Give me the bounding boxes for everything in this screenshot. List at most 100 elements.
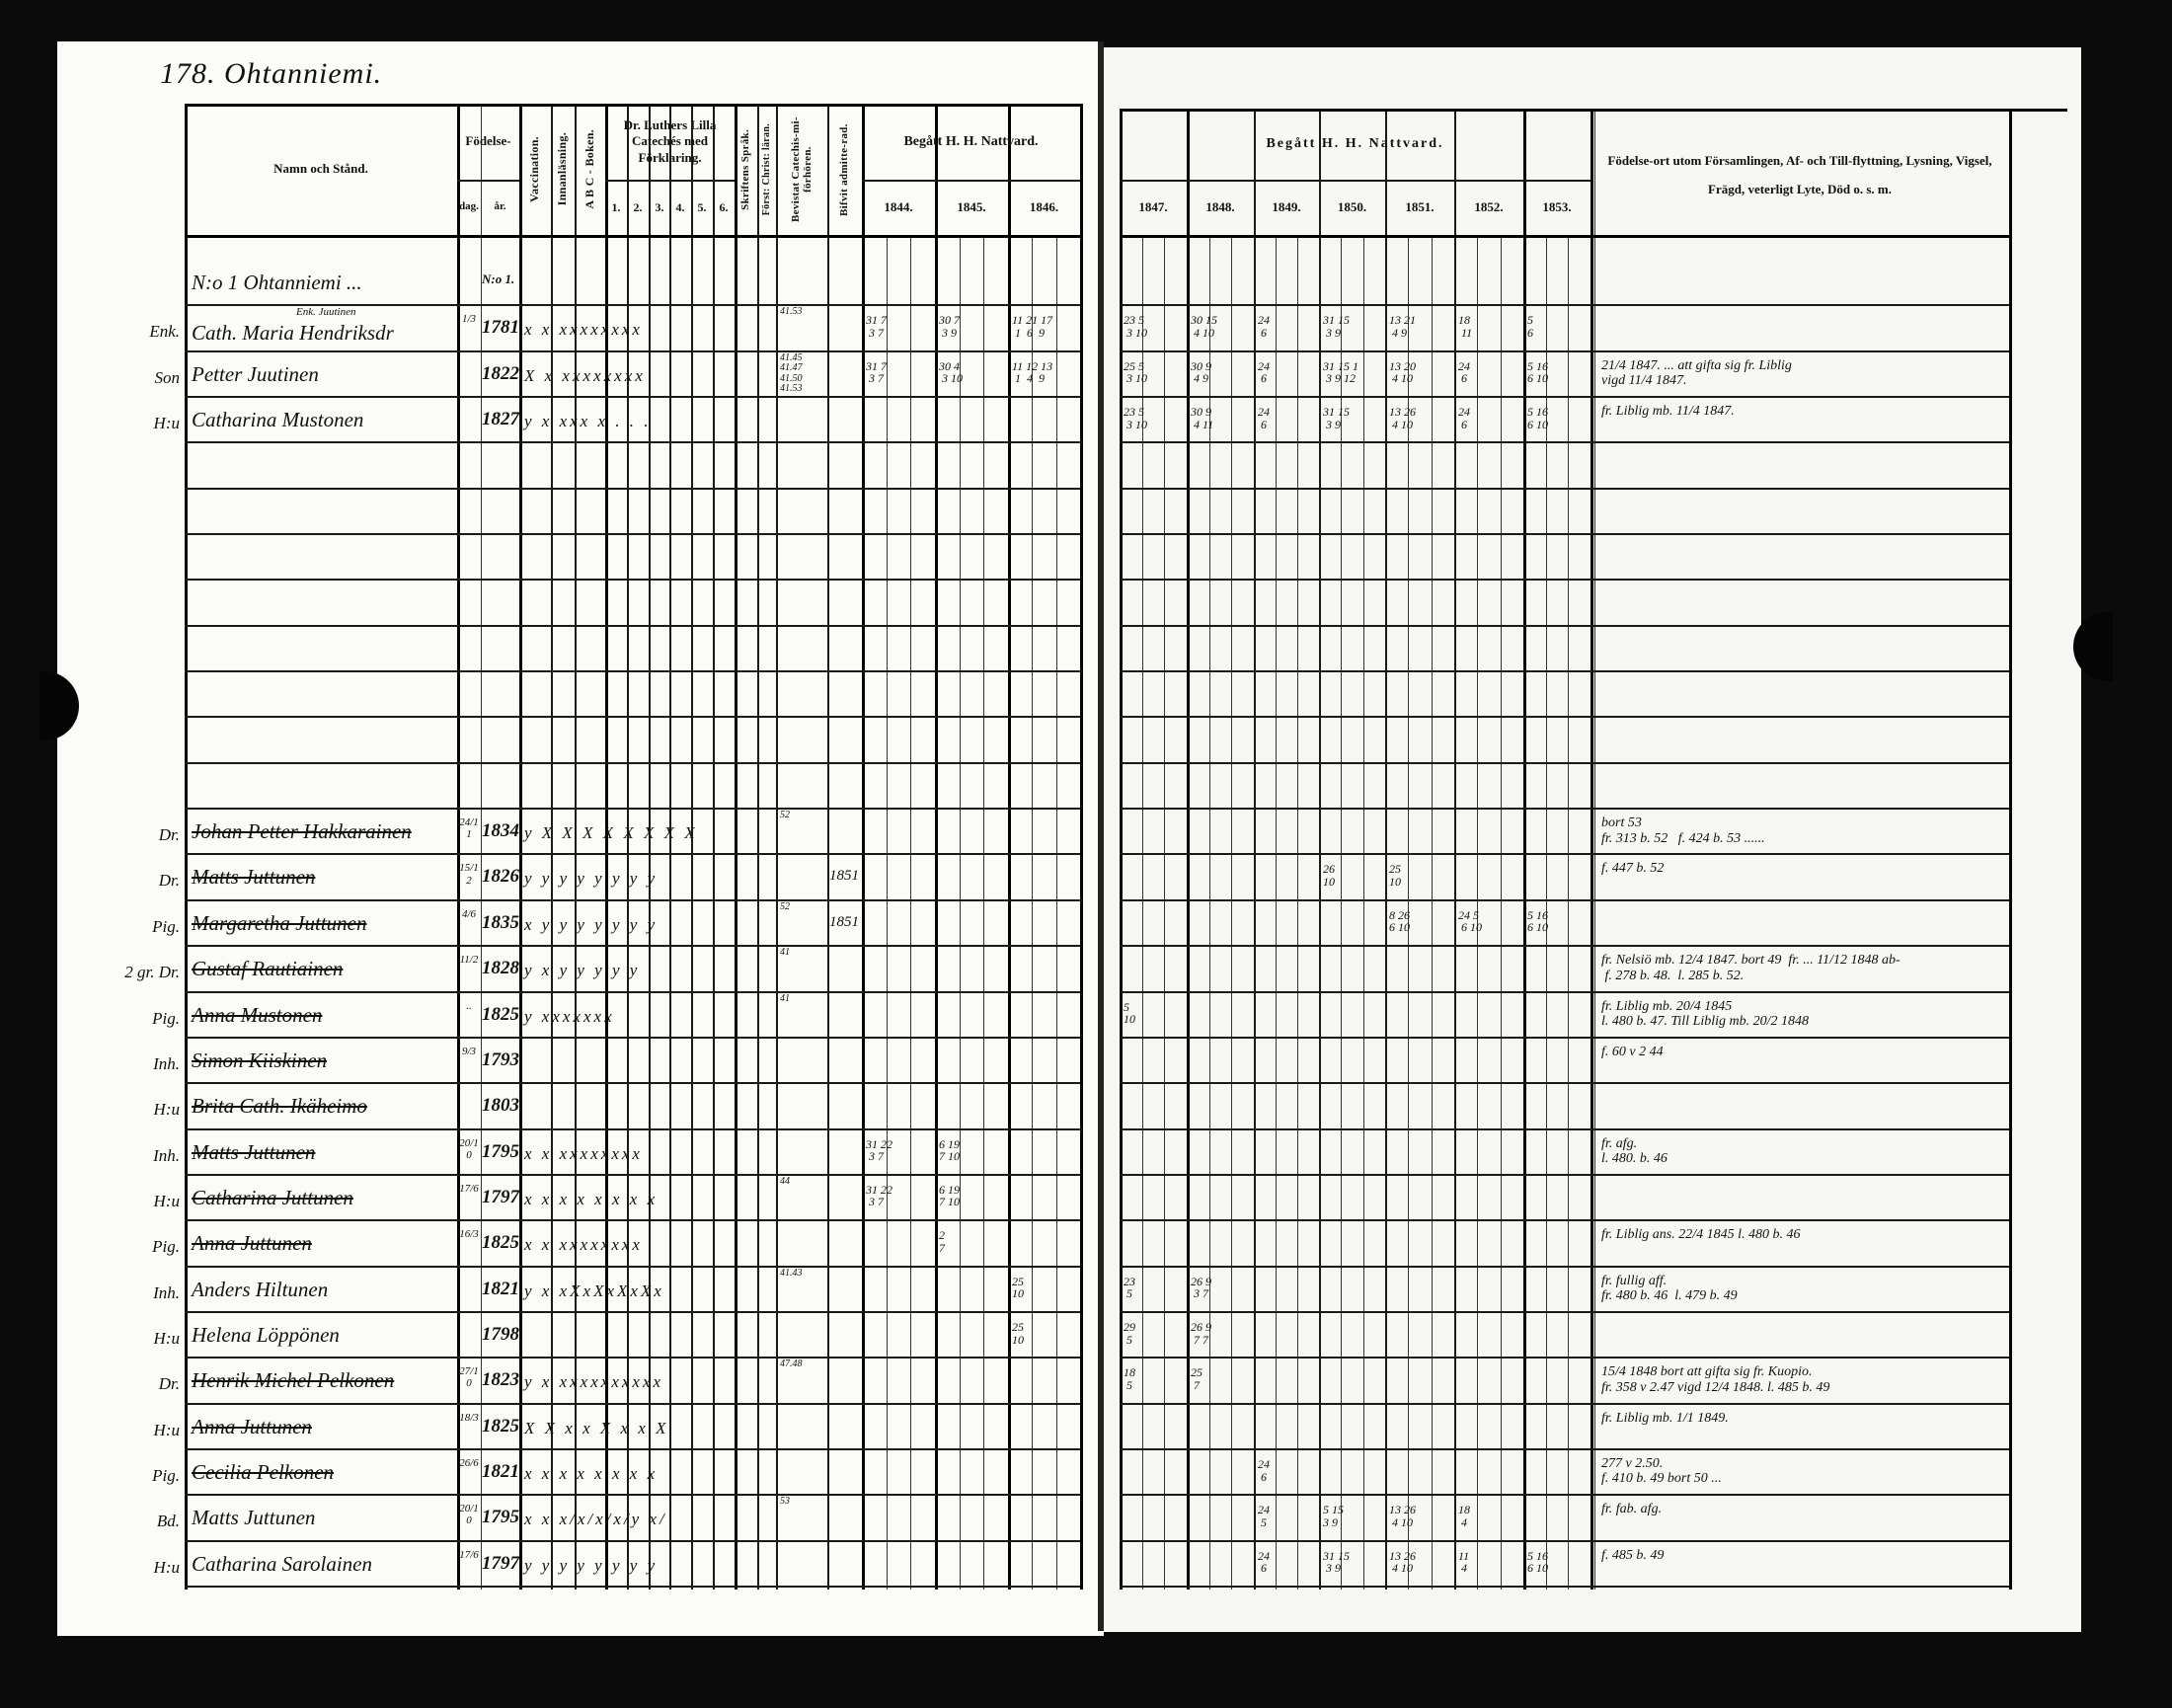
row-rule (185, 625, 1080, 627)
communion-date-1849: 24 6 (1258, 405, 1270, 431)
row-rule (185, 1586, 1080, 1588)
row-rule-right (1120, 1082, 2009, 1084)
year-subcolumn-rule (1276, 235, 1277, 1590)
year-subcolumn-rule (1297, 235, 1298, 1590)
communion-date-1851: 13 21 4 9 (1389, 313, 1416, 340)
birth-day: 17/6 (459, 1548, 479, 1561)
column-rule (713, 104, 715, 1590)
remarks-note: f. 447 b. 52 (1601, 861, 1665, 877)
person-name: Cath. Maria Hendriksdr (192, 321, 394, 346)
reading-marks: x y y y y y y y (524, 914, 659, 934)
person-name: Anna Juttunen (192, 1414, 312, 1438)
header-birth-day: dag. (459, 200, 479, 213)
year-subcolumn-rule (1501, 235, 1502, 1590)
column-rule (519, 104, 522, 1590)
row-rule (185, 899, 1080, 901)
year-subcolumn-rule (1056, 235, 1057, 1590)
person-name: Matts Juttunen (192, 1139, 316, 1164)
header-catechism-hearing: Bevistat Catechis-mi-förhören. (776, 104, 827, 235)
communion-date-1849: 24 6 (1258, 313, 1270, 340)
communion-date-1851: 13 20 4 10 (1389, 358, 1416, 386)
birth-day: 20/10 (459, 1136, 479, 1161)
communion-date-1853: 5 16 6 10 (1527, 405, 1548, 431)
communion-date-1850: 5 15 3 9 (1323, 1503, 1344, 1529)
person-name: Helena Löppönen (192, 1322, 340, 1347)
row-title-prefix: Inh. (153, 1145, 180, 1165)
row-rule (185, 579, 1080, 581)
header-admitted-label: Bifvit admitte-rad. (838, 122, 851, 216)
column-rule (935, 104, 938, 1590)
remarks-note: 15/4 1848 bort att gifta sig fr. Kuopio.… (1601, 1364, 1830, 1395)
row-rule (185, 396, 1080, 398)
column-rule (1385, 109, 1387, 1590)
remarks-note: bort 53 fr. 313 b. 52 f. 424 b. 53 .....… (1601, 815, 1765, 846)
reading-marks: x x x x x x x x (524, 1189, 659, 1208)
communion-date-1848: 30 9 4 9 (1191, 358, 1211, 386)
birth-year: 1826 (482, 866, 519, 888)
row-title-prefix: Dr. (158, 1374, 180, 1394)
row-rule-right (1120, 1448, 2009, 1450)
communion-date-1847: 23 5 3 10 (1124, 313, 1147, 340)
birth-day: 17/6 (459, 1182, 479, 1195)
remarks-note: fr. afg. l. 480. b. 46 (1601, 1135, 1668, 1166)
person-name: Matts Juttunen (192, 865, 316, 890)
header-birth-year: år. (494, 200, 506, 213)
column-rule (1523, 109, 1526, 1590)
header-catechism-part: 4. (675, 199, 685, 214)
reading-marks: y xxxxxxx (524, 1006, 615, 1026)
row-rule (185, 533, 1080, 535)
birth-year: 1821 (482, 1278, 519, 1299)
column-rule (605, 104, 608, 1590)
communion-date-1852: 18 4 (1458, 1503, 1470, 1529)
column-rule (551, 104, 553, 1590)
birth-year: 1822 (482, 362, 519, 384)
row-rule (185, 1082, 1080, 1084)
column-rule (1319, 109, 1321, 1590)
row-rule (185, 716, 1080, 718)
row-rule-right (1120, 1037, 2009, 1039)
remarks-note: fr. fab. afg. (1601, 1502, 1663, 1517)
column-rule (1187, 109, 1190, 1590)
header-christianity: Först: Christ: läran. (757, 104, 776, 235)
header-year: 1853. (1542, 198, 1572, 214)
person-name: Catharina Juttunen (192, 1185, 353, 1209)
header-catechism-part: 6. (719, 199, 729, 214)
communion-date-1853: 5 6 (1527, 313, 1533, 340)
row-title-prefix: H:u (153, 1557, 180, 1577)
birth-day: 1/3 (461, 313, 477, 326)
year-subcolumn-rule (1363, 235, 1364, 1590)
row-subnote: Enk. Juutinen (296, 306, 356, 319)
communion-date-1852: 18 11 (1458, 313, 1473, 340)
catechism-hearing-years: 52 (780, 810, 790, 821)
birth-year: 1835 (482, 911, 519, 933)
reading-marks: y x xxx x . . . (524, 412, 652, 431)
communion-date-1848: 26 9 3 7 (1191, 1274, 1211, 1301)
year-subcolumn-rule (1164, 235, 1165, 1590)
birth-year: 1821 (482, 1460, 519, 1482)
header-year: 1846. (1029, 198, 1059, 214)
communion-date-1849: 24 6 (1258, 1548, 1270, 1576)
reading-marks: x x xxxxxxxx (524, 320, 643, 340)
year-subcolumn-rule (1408, 235, 1409, 1590)
row-rule-right (1120, 762, 2009, 764)
row-rule-right (1120, 1586, 2009, 1588)
person-name: Anna Juttunen (192, 1231, 312, 1256)
header-vaccination: Vaccination. (519, 104, 551, 235)
row-rule-right (1120, 945, 2009, 947)
birth-day: 16/3 (459, 1228, 479, 1241)
person-name: Cecilia Pelkonen (192, 1459, 335, 1484)
catechism-hearing-years: 41 (780, 947, 790, 959)
header-year: 1848. (1205, 198, 1235, 214)
header-name: Namn och Stånd. (273, 161, 368, 177)
communion-date-1845: 2 7 (939, 1228, 945, 1255)
row-rule-right (1120, 1174, 2009, 1176)
header-catechism-part: 1. (611, 199, 621, 214)
birth-day: .. (466, 999, 472, 1012)
person-name: Simon Kiiskinen (192, 1048, 328, 1072)
row-rule-right (1120, 350, 2009, 352)
row-title-prefix: H:u (153, 1100, 180, 1120)
remarks-note: fr. fullig aff. fr. 480 b. 46 l. 479 b. … (1601, 1273, 1738, 1303)
birth-year: 1795 (482, 1507, 519, 1528)
birth-year: 1795 (482, 1140, 519, 1162)
row-rule-right (1120, 899, 2009, 901)
